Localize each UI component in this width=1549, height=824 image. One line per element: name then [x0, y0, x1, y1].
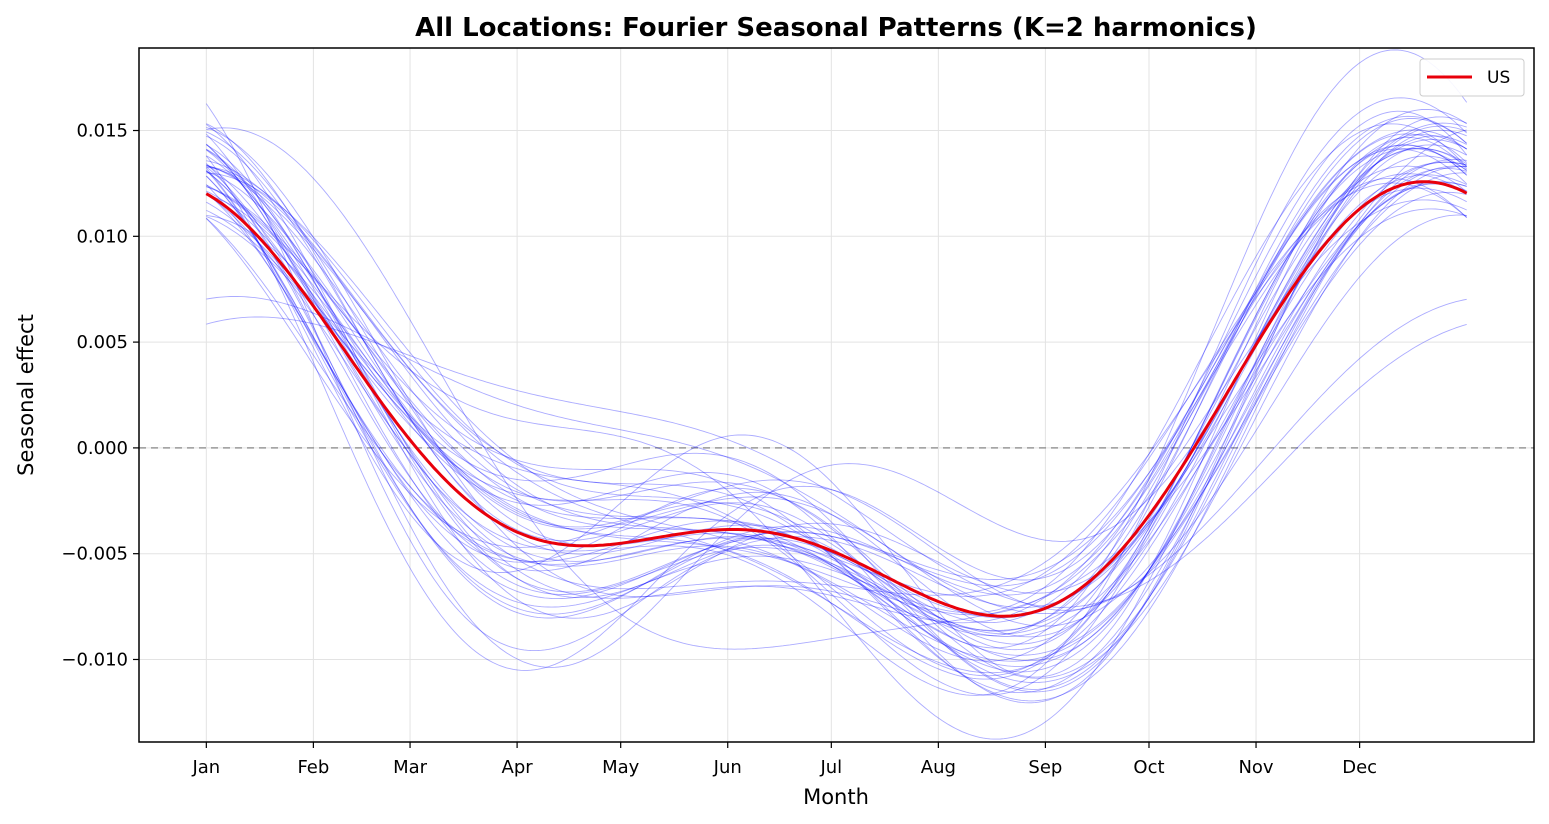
- location-series-line: [206, 129, 1467, 662]
- location-series-line: [206, 167, 1467, 679]
- x-tick-label: Apr: [502, 757, 534, 778]
- location-series-line: [206, 147, 1467, 696]
- chart-title: All Locations: Fourier Seasonal Patterns…: [415, 13, 1257, 43]
- location-series-line: [206, 183, 1467, 690]
- plot-frame: [138, 47, 1535, 743]
- location-series-line: [206, 134, 1467, 680]
- x-tick-label: Jul: [819, 757, 842, 778]
- location-series-line: [206, 174, 1467, 740]
- series-layer: [205, 49, 1468, 740]
- y-tick-label: 0.000: [76, 438, 128, 459]
- x-tick-label: Oct: [1133, 757, 1164, 778]
- y-axis: −0.010 −0.005 0.000 0.005 0.010 0.015: [61, 121, 139, 670]
- x-tick-label: Jan: [191, 757, 220, 778]
- location-series-line: [205, 97, 1468, 696]
- location-series-line: [205, 49, 1468, 652]
- location-series-line: [205, 110, 1468, 671]
- location-series-line: [205, 144, 1468, 651]
- location-series-line: [206, 296, 1467, 615]
- location-series-line: [206, 127, 1467, 650]
- x-tick-label: May: [602, 757, 640, 778]
- y-tick-label: 0.015: [76, 121, 128, 142]
- location-series-line: [206, 191, 1467, 627]
- location-series-line: [206, 166, 1467, 684]
- location-series-line: [205, 117, 1467, 632]
- legend-label-us: US: [1487, 68, 1510, 88]
- location-series-line: [206, 125, 1467, 673]
- location-series-line: [205, 148, 1468, 636]
- y-tick-label: 0.010: [76, 226, 128, 247]
- x-axis: Jan Feb Mar Apr May Jun Jul Aug Sep Oct Nov Dec: [191, 742, 1377, 778]
- location-series-line: [206, 116, 1467, 693]
- location-series-line: [206, 159, 1467, 702]
- location-series-line: [206, 199, 1467, 616]
- y-axis-label: Seasonal effect: [14, 314, 38, 476]
- x-tick-label: Jun: [713, 757, 742, 778]
- legend: US: [1419, 58, 1525, 97]
- location-series-line: [205, 182, 1467, 597]
- location-series-line: [206, 144, 1467, 704]
- location-series-line: [206, 161, 1467, 667]
- x-axis-label: Month: [803, 785, 869, 809]
- location-series-line: [206, 181, 1467, 637]
- x-tick-label: Dec: [1342, 757, 1377, 778]
- location-series-line: [206, 316, 1467, 608]
- x-tick-label: Aug: [921, 757, 956, 778]
- location-series-line: [205, 144, 1467, 615]
- location-series-line: [205, 115, 1467, 662]
- location-series-line: [206, 208, 1467, 619]
- y-tick-label: −0.005: [61, 544, 128, 565]
- us-series-line: [205, 180, 1468, 618]
- location-series-line: [206, 161, 1467, 674]
- location-series-line: [206, 165, 1467, 600]
- location-series-line: [206, 173, 1467, 596]
- location-series-line: [206, 122, 1467, 631]
- location-series-line: [205, 123, 1468, 614]
- location-series-line: [205, 177, 1468, 624]
- x-tick-label: Nov: [1238, 757, 1273, 778]
- location-series-line: [206, 165, 1467, 656]
- y-tick-label: 0.005: [76, 332, 128, 353]
- y-tick-label: −0.010: [61, 649, 128, 670]
- x-tick-label: Mar: [393, 757, 428, 778]
- location-series-line: [206, 148, 1467, 635]
- x-tick-label: Feb: [297, 757, 329, 778]
- location-series-line: [206, 181, 1467, 694]
- x-tick-label: Sep: [1028, 757, 1062, 778]
- location-series-line: [205, 137, 1468, 678]
- location-series-line: [206, 129, 1467, 624]
- location-series-line: [206, 108, 1467, 645]
- location-series-line: [206, 172, 1467, 662]
- location-series-line: [205, 133, 1467, 619]
- location-series-line: [206, 147, 1467, 638]
- location-series-line: [206, 214, 1467, 611]
